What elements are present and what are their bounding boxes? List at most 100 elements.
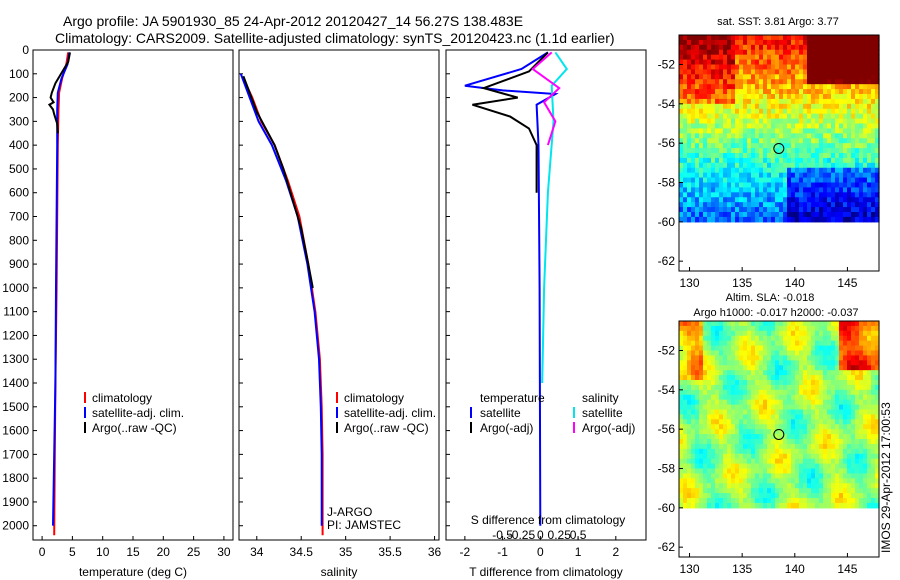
heatmap-cell (791, 493, 796, 499)
heatmap-cell (679, 182, 684, 189)
salinity-xlabel: salinity (321, 565, 358, 579)
heatmap-cell (831, 192, 836, 198)
heatmap-cell (871, 389, 876, 396)
heatmap-cell (751, 370, 756, 376)
heatmap-cell (831, 330, 836, 337)
heatmap-cell (815, 118, 820, 125)
heatmap-cell (711, 118, 716, 125)
heatmap-cell (751, 192, 756, 198)
heatmap-cell (695, 192, 700, 198)
heatmap-cell (799, 94, 804, 100)
heatmap-cell (799, 365, 804, 371)
heatmap-cell (803, 350, 808, 357)
heatmap-cell (763, 355, 768, 361)
x-tick-label: 36 (428, 545, 442, 559)
heatmap-cell (739, 54, 744, 61)
heatmap-cell (727, 143, 732, 149)
heatmap-cell (743, 370, 748, 376)
heatmap-cell (699, 399, 704, 406)
heatmap-cell (683, 493, 688, 499)
heatmap-cell (863, 330, 868, 337)
heatmap-cell (759, 35, 764, 41)
heatmap-cell (727, 434, 732, 440)
heatmap-cell (799, 172, 804, 179)
heatmap-cell (819, 167, 824, 174)
depth-tick-label: 900 (9, 257, 29, 271)
heatmap-cell (727, 202, 732, 208)
heatmap-cell (811, 89, 816, 95)
heatmap-cell (763, 335, 768, 342)
heatmap-cell (691, 148, 696, 154)
heatmap-cell (771, 212, 776, 218)
heatmap-cell (743, 394, 748, 401)
heatmap-cell (799, 488, 804, 494)
heatmap-cell (731, 192, 736, 198)
heatmap-cell (795, 172, 800, 179)
heatmap-cell (743, 103, 748, 110)
heatmap-cell (699, 148, 704, 154)
heatmap-cell (743, 89, 748, 95)
heatmap-cell (859, 429, 864, 435)
heatmap-cell (691, 177, 696, 184)
heatmap-cell (807, 216, 812, 223)
heatmap-cell (871, 182, 876, 189)
heatmap-cell (715, 212, 720, 218)
heatmap-cell (763, 370, 768, 376)
heatmap-cell (787, 35, 792, 41)
heatmap-cell (763, 202, 768, 208)
heatmap-cell (839, 207, 844, 213)
heatmap-cell (859, 44, 864, 51)
heatmap-cell (719, 335, 724, 342)
heatmap-cell (819, 384, 824, 391)
heatmap-cell (759, 468, 764, 475)
heatmap-cell (751, 69, 756, 75)
heatmap-cell (831, 498, 836, 504)
heatmap-cell (703, 69, 708, 75)
heatmap-cell (863, 493, 868, 499)
heatmap-cell (715, 177, 720, 184)
heatmap-cell (867, 321, 872, 327)
heatmap-cell (731, 207, 736, 213)
heatmap-cell (875, 79, 880, 85)
heatmap-cell (819, 321, 824, 327)
heatmap-cell (731, 321, 736, 327)
heatmap-cell (823, 478, 828, 484)
heatmap-cell (759, 399, 764, 406)
heatmap-cell (679, 468, 684, 475)
heatmap-cell (735, 424, 740, 430)
heatmap-cell (775, 167, 780, 174)
heatmap-cell (819, 360, 824, 366)
heatmap-cell (811, 177, 816, 184)
heatmap-cell (843, 39, 848, 46)
heatmap-cell (775, 192, 780, 198)
heatmap-cell (803, 143, 808, 149)
heatmap-cell (823, 182, 828, 189)
heatmap-cell (755, 89, 760, 95)
heatmap-cell (743, 419, 748, 425)
sla-map-subtitle: Argo h1000: -0.017 h2000: -0.037 (693, 307, 858, 319)
salinity-profiles (239, 73, 324, 536)
heatmap-cell (835, 59, 840, 66)
heatmap-cell (823, 414, 828, 420)
heatmap-cell (831, 483, 836, 489)
heatmap-cell (751, 84, 756, 90)
heatmap-cell (755, 167, 760, 174)
heatmap-cell (835, 365, 840, 371)
heatmap-cell (743, 167, 748, 174)
heatmap-cell (875, 345, 880, 352)
heatmap-cell (707, 380, 712, 386)
heatmap-cell (827, 340, 832, 347)
heatmap-cell (831, 157, 836, 164)
heatmap-cell (807, 350, 812, 357)
heatmap-cell (739, 133, 744, 139)
heatmap-cell (847, 157, 852, 164)
heatmap-cell (715, 64, 720, 71)
heatmap-cell (827, 64, 832, 71)
heatmap-cell (715, 345, 720, 352)
heatmap-cell (747, 350, 752, 357)
heatmap-cell (787, 380, 792, 386)
heatmap-cell (723, 424, 728, 430)
heatmap-cell (843, 89, 848, 95)
heatmap-cell (867, 325, 872, 332)
heatmap-cell (715, 207, 720, 213)
